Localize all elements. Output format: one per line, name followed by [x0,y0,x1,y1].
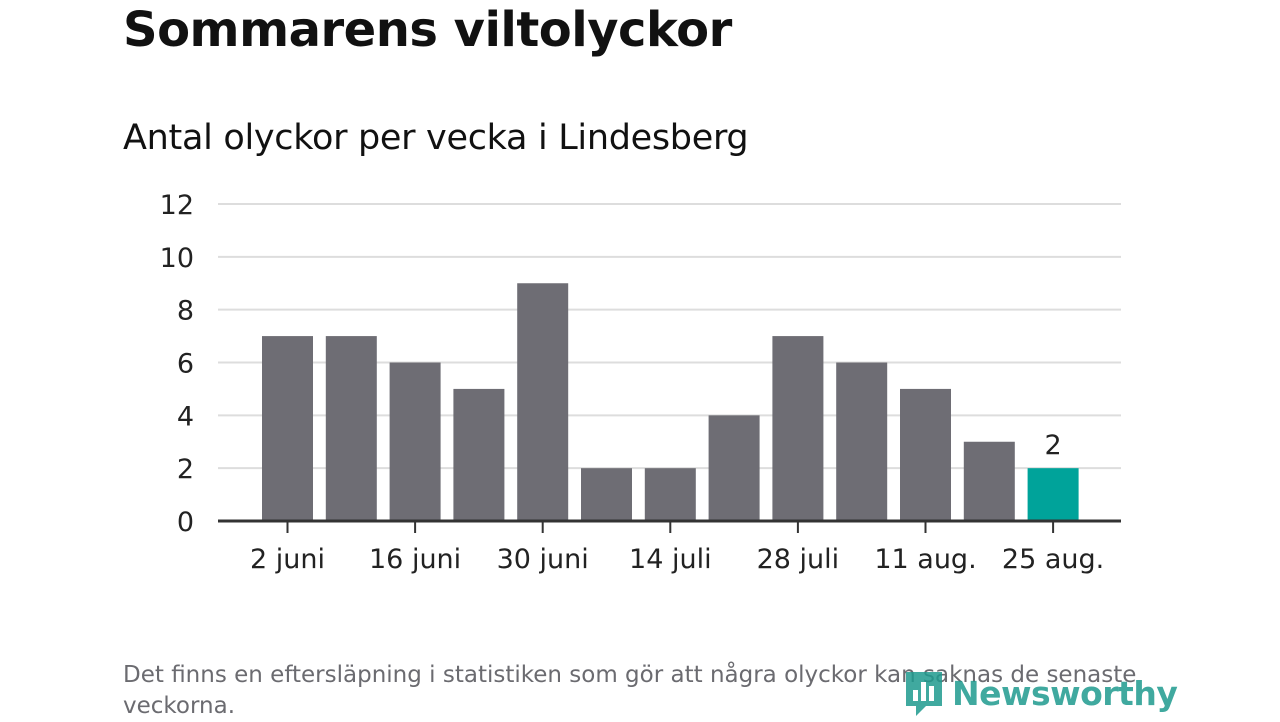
bar [836,362,888,521]
bar [708,415,760,521]
y-tick-label: 6 [177,349,194,380]
x-tick-label: 28 juli [757,544,840,575]
x-tick-label: 30 juni [497,544,589,575]
bars [262,283,1079,521]
data-labels: 2 [1045,430,1062,461]
bar [963,441,1015,521]
newsworthy-logo[interactable]: Newsworthy [902,668,1178,718]
bar [389,362,441,521]
y-tick-label: 8 [177,296,194,327]
bar [262,336,313,521]
bar [453,388,505,521]
x-axis-labels: 2 juni 16 juni 30 juni 14 juli 28 juli 11 aug… [250,521,1104,575]
newsworthy-logo-icon [906,672,942,716]
y-tick-label: 10 [160,243,194,274]
x-tick-label: 2 juni [250,544,325,575]
bar-chart: 0 2 4 6 8 10 12 2 juni 16 juni 30 juni 14 juli 28 … [160,190,1121,575]
x-tick-label: 25 aug. [1002,544,1104,575]
y-tick-label: 4 [177,401,194,432]
footnote: Det finns en eftersläpning i statistiken… [123,662,1137,719]
bar [581,468,632,521]
bar [1027,468,1079,521]
bar [772,336,824,521]
bar [517,283,569,521]
chart-subtitle: Antal olyckor per vecka i Lindesberg [123,118,749,158]
y-axis-labels: 0 2 4 6 8 10 12 [160,190,194,538]
x-tick-label: 16 juni [369,544,461,575]
bar [644,468,696,521]
y-tick-label: 12 [160,190,194,221]
bar [325,336,377,521]
chart-title: Sommarens viltolyckor [123,2,732,58]
logo-text: Newsworthy [952,673,1178,713]
x-tick-label: 14 juli [629,544,712,575]
bar [900,388,951,521]
y-tick-label: 2 [177,454,194,485]
y-tick-label: 0 [177,507,194,538]
x-tick-label: 11 aug. [874,544,976,575]
data-label: 2 [1045,430,1062,461]
